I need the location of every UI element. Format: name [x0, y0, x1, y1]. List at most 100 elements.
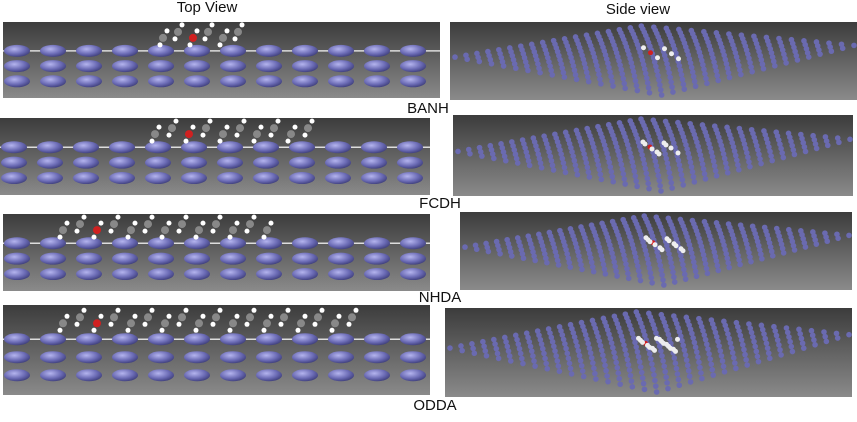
surface-atom: [596, 71, 602, 78]
surface-atom: [145, 172, 171, 185]
side-view-panel: [450, 22, 857, 100]
surface-atom: [759, 326, 766, 333]
molecule-atom: [174, 27, 182, 36]
surface-atom: [704, 270, 711, 277]
surface-atom: [812, 141, 819, 147]
surface-atom: [767, 148, 773, 155]
surface-atom: [656, 177, 663, 184]
surface-atom: [736, 166, 742, 173]
surface-atom: [506, 45, 513, 51]
surface-atom: [601, 266, 608, 272]
surface-atom: [542, 355, 548, 362]
surface-atom: [220, 44, 246, 57]
surface-atom: [671, 274, 677, 280]
surface-atom: [735, 162, 741, 168]
surface-atom: [76, 75, 102, 88]
surface-atom: [784, 329, 791, 336]
surface-atom: [622, 311, 629, 317]
surface-atom: [562, 169, 569, 176]
surface-atom: [364, 351, 390, 364]
surface-atom: [109, 172, 135, 185]
surface-atom: [519, 355, 525, 362]
surface-atom: [572, 162, 579, 168]
surface-atom: [836, 139, 842, 146]
molecule-atom: [673, 243, 679, 249]
surface-atom: [661, 282, 667, 288]
hydrogen-atom: [312, 321, 318, 327]
surface-atom: [773, 129, 780, 135]
surface-atom: [610, 254, 616, 261]
molecule-atom: [195, 226, 203, 235]
surface-atom: [480, 338, 486, 345]
hydrogen-atom: [142, 321, 148, 327]
surface-atom: [325, 141, 351, 154]
surface-atom: [577, 357, 584, 364]
surface-atom: [501, 334, 508, 341]
surface-atom: [649, 361, 655, 367]
hydrogen-atom: [166, 220, 172, 226]
surface-atom: [810, 132, 816, 139]
surface-atom: [489, 151, 496, 157]
surface-atom: [794, 57, 801, 63]
surface-atom: [766, 355, 773, 362]
surface-atom: [256, 237, 282, 250]
surface-atom: [400, 268, 426, 281]
surface-atom: [565, 355, 572, 362]
molecule-atom: [304, 124, 312, 133]
surface-atom: [660, 358, 666, 364]
surface-atom: [561, 36, 568, 42]
surface-atom: [541, 251, 548, 257]
surface-atom: [629, 64, 636, 70]
surface-atom: [602, 271, 609, 277]
surface-atom: [646, 89, 653, 96]
surface-atom: [620, 171, 627, 177]
surface-atom: [761, 331, 767, 337]
molecule-atom: [110, 220, 118, 229]
surface-atom: [483, 353, 490, 359]
surface-atom: [742, 145, 749, 152]
surface-atom: [666, 169, 673, 176]
surface-atom: [562, 129, 569, 136]
surface-atom: [824, 142, 831, 149]
surface-atom: [534, 328, 541, 334]
hydrogen-atom: [210, 321, 216, 327]
hydrogen-atom: [202, 36, 208, 42]
surface-atom: [666, 69, 672, 76]
surface-atom: [771, 63, 778, 69]
surface-atom: [572, 71, 579, 78]
surface-atom: [148, 60, 174, 73]
surface-atom: [823, 338, 830, 345]
surface-atom: [655, 253, 662, 260]
surface-atom: [690, 259, 697, 265]
surface-atom: [742, 351, 748, 358]
surface-atom: [530, 135, 537, 141]
surface-atom: [669, 185, 675, 191]
surface-atom: [743, 356, 749, 363]
surface-atom: [652, 377, 658, 384]
surface-atom: [604, 150, 610, 157]
hydrogen-atom: [207, 118, 213, 124]
hydrogen-atom: [125, 234, 131, 240]
surface-atom: [638, 116, 644, 122]
surface-atom: [550, 167, 557, 173]
molecule-atom: [280, 313, 288, 322]
surface-atom: [520, 360, 526, 367]
surface-atom: [616, 375, 623, 382]
surface-atom: [771, 323, 777, 330]
surface-atom: [703, 341, 710, 348]
molecule-atom: [270, 124, 278, 133]
surface-atom: [148, 237, 174, 250]
surface-atom: [643, 170, 650, 177]
surface-atom: [628, 154, 634, 161]
surface-atom: [608, 340, 615, 346]
surface-atom: [750, 334, 756, 340]
molecule-atom: [93, 319, 101, 328]
surface-atom: [711, 163, 718, 169]
surface-atom: [631, 73, 638, 79]
surface-atom: [680, 342, 687, 349]
surface-atom: [567, 226, 574, 232]
surface-atom: [397, 156, 423, 169]
surface-atom: [364, 333, 390, 346]
surface-atom: [607, 335, 614, 342]
